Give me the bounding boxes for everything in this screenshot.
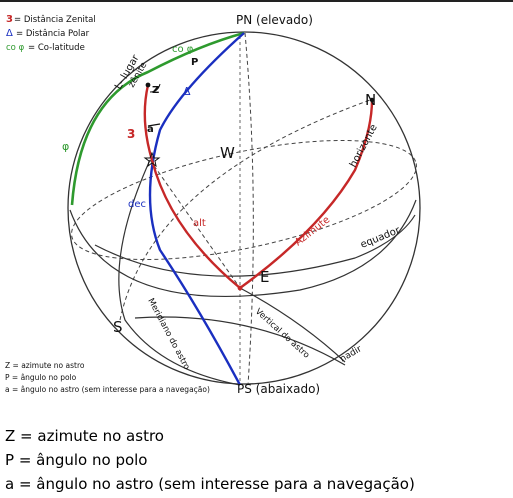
azimuth-arc <box>240 100 372 288</box>
caption-a: a = ângulo no astro (sem interesse para … <box>5 472 415 496</box>
legend-z3-text: = Distância Zenital <box>14 15 96 25</box>
label-horizonte: horizonte <box>348 123 380 170</box>
label-phi: φ <box>62 140 69 153</box>
legend-delta-text: = Distância Polar <box>16 29 90 39</box>
label-equador: equador <box>359 225 402 251</box>
label-alt: alt <box>193 218 206 229</box>
label-a: a <box>147 124 154 135</box>
label-dec: dec <box>128 199 146 210</box>
meridian-dashed-arc <box>245 33 253 385</box>
label-p: P <box>191 57 198 68</box>
captions: Z = azimute no astro P = ângulo no polo … <box>5 424 415 496</box>
label-ps: PS (abaixado) <box>237 382 320 396</box>
label-three: 3 <box>127 127 135 141</box>
label-z: Z <box>152 85 159 96</box>
east-dot <box>238 286 243 291</box>
horizon-dashed-arc <box>120 100 370 320</box>
label-vertical: Vertical do astro <box>253 307 311 361</box>
label-s: S <box>113 318 123 336</box>
label-azimute: Azimute <box>293 214 332 248</box>
label-w: W <box>220 144 235 162</box>
legend-delta-symbol: Δ <box>6 28 13 39</box>
inner-note-a: a = ângulo no astro (sem interesse para … <box>5 385 210 394</box>
label-delta: Δ <box>183 85 191 98</box>
inner-note-z: Z = azimute no astro <box>5 361 85 370</box>
nadir-arc <box>240 288 345 362</box>
label-cophi: co φ <box>172 44 194 55</box>
caption-z: Z = azimute no astro <box>5 424 415 448</box>
legend-cophi-symbol: co φ <box>6 43 25 53</box>
label-n: N <box>365 91 376 109</box>
label-e: E <box>260 268 269 286</box>
zenith-distance-arc <box>145 85 152 160</box>
celestial-sphere-diagram: 3 = Distância Zenital Δ = Distância Pola… <box>0 0 513 410</box>
inner-note-p: P = ângulo no polo <box>5 373 77 382</box>
caption-p: P = ângulo no polo <box>5 448 415 472</box>
legend-cophi-text: = Co-latitude <box>28 43 85 53</box>
label-meridiano: Meridiano do astro <box>145 297 191 372</box>
legend-z3-symbol: 3 <box>6 14 13 25</box>
zenith-dot <box>146 83 151 88</box>
label-pn: PN (elevado) <box>236 13 313 27</box>
